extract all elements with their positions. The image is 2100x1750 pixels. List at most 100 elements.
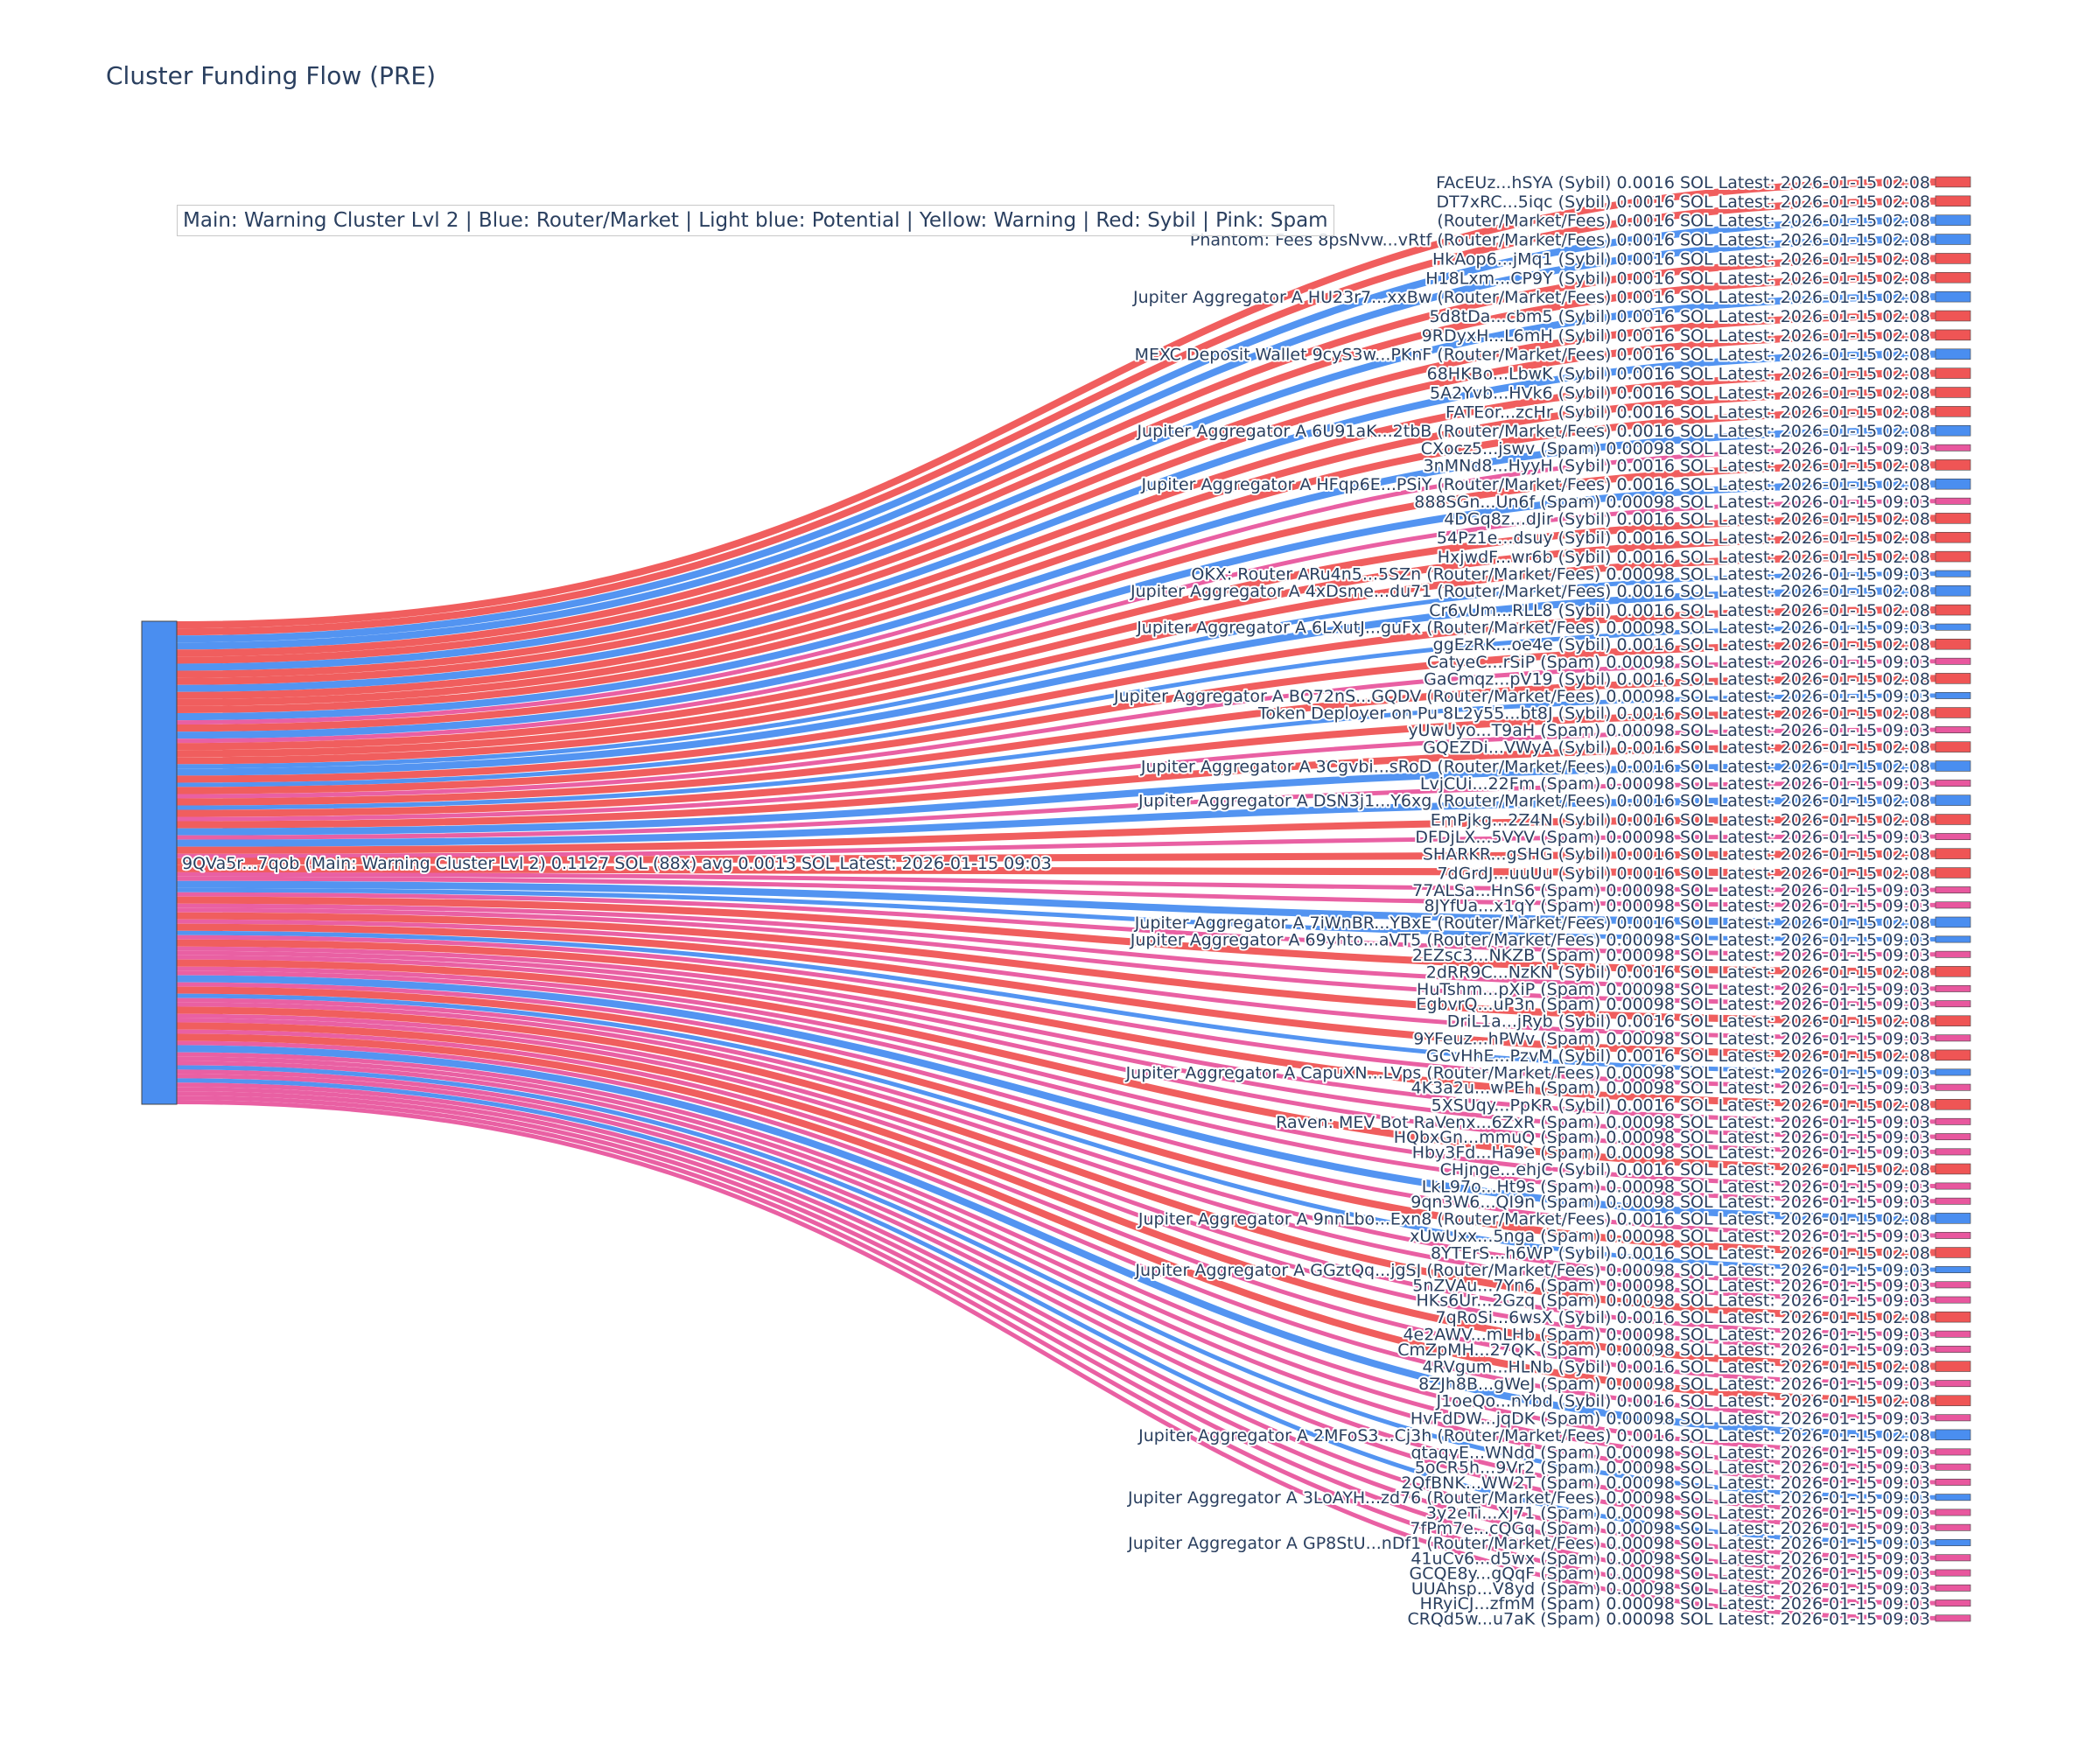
target-node[interactable] bbox=[1935, 1569, 1971, 1577]
target-node[interactable] bbox=[1935, 623, 1971, 631]
target-node[interactable] bbox=[1935, 406, 1971, 417]
target-node[interactable] bbox=[1935, 176, 1971, 188]
target-node-label: HkAop6...jMq1 (Sybil) 0.0016 SOL Latest:… bbox=[1432, 249, 1930, 269]
target-node[interactable] bbox=[1935, 570, 1971, 578]
target-node[interactable] bbox=[1935, 741, 1971, 752]
target-node[interactable] bbox=[1935, 1296, 1971, 1304]
target-node-label: DT7xRC...5iqc (Sybil) 0.0016 SOL Latest:… bbox=[1437, 192, 1930, 212]
target-node[interactable] bbox=[1935, 1266, 1971, 1273]
target-node[interactable] bbox=[1935, 984, 1971, 992]
target-node[interactable] bbox=[1935, 329, 1971, 341]
target-node[interactable] bbox=[1935, 424, 1971, 437]
target-node[interactable] bbox=[1935, 478, 1971, 490]
target-node[interactable] bbox=[1935, 726, 1971, 734]
sankey-link bbox=[176, 887, 1936, 942]
target-node[interactable] bbox=[1935, 1554, 1971, 1562]
target-node[interactable] bbox=[1935, 1414, 1971, 1422]
source-node[interactable] bbox=[141, 620, 178, 1105]
target-node[interactable] bbox=[1935, 1330, 1971, 1338]
target-node[interactable] bbox=[1935, 1463, 1971, 1471]
target-node[interactable] bbox=[1935, 1231, 1971, 1239]
target-node[interactable] bbox=[1935, 531, 1971, 543]
target-node[interactable] bbox=[1935, 867, 1971, 878]
target-node[interactable] bbox=[1935, 195, 1971, 207]
target-node[interactable] bbox=[1935, 1197, 1971, 1205]
target-node[interactable] bbox=[1935, 214, 1971, 226]
target-node[interactable] bbox=[1935, 234, 1971, 245]
target-node[interactable] bbox=[1935, 1182, 1971, 1190]
sankey-link bbox=[176, 743, 1936, 829]
target-node[interactable] bbox=[1935, 1163, 1971, 1175]
target-node[interactable] bbox=[1935, 348, 1971, 360]
target-node[interactable] bbox=[1935, 497, 1971, 505]
target-node[interactable] bbox=[1935, 1083, 1971, 1091]
target-node[interactable] bbox=[1935, 966, 1971, 977]
target-node[interactable] bbox=[1935, 1117, 1971, 1125]
target-node-label: yUwUyo...T9aH (Spam) 0.00098 SOL Latest:… bbox=[1408, 721, 1930, 740]
sankey-link bbox=[176, 982, 1936, 1238]
target-node[interactable] bbox=[1935, 1429, 1971, 1441]
target-node[interactable] bbox=[1935, 1508, 1971, 1516]
target-node-label: HRyiCJ...zfmM (Spam) 0.00098 SOL Latest:… bbox=[1420, 1594, 1930, 1614]
target-node[interactable] bbox=[1935, 1213, 1971, 1224]
target-node[interactable] bbox=[1935, 1034, 1971, 1042]
target-node[interactable] bbox=[1935, 1000, 1971, 1008]
target-node[interactable] bbox=[1935, 550, 1971, 563]
target-node[interactable] bbox=[1935, 387, 1971, 398]
target-node[interactable] bbox=[1935, 1539, 1971, 1546]
target-node[interactable] bbox=[1935, 1133, 1971, 1141]
target-node[interactable] bbox=[1935, 1614, 1971, 1622]
target-node[interactable] bbox=[1935, 290, 1971, 303]
target-node[interactable] bbox=[1935, 814, 1971, 825]
sankey-link bbox=[176, 850, 1936, 865]
sankey-link bbox=[176, 571, 1936, 769]
target-node[interactable] bbox=[1935, 272, 1971, 284]
target-node-label: Jupiter Aggregator A 2MFoS3...Cj3h (Rout… bbox=[1138, 1426, 1930, 1446]
target-node[interactable] bbox=[1935, 691, 1971, 699]
target-node[interactable] bbox=[1935, 1346, 1971, 1353]
target-node[interactable] bbox=[1935, 1448, 1971, 1456]
sankey-link bbox=[176, 966, 1936, 1188]
target-node[interactable] bbox=[1935, 1281, 1971, 1289]
target-node[interactable] bbox=[1935, 1247, 1971, 1258]
target-node[interactable] bbox=[1935, 1494, 1971, 1502]
target-node[interactable] bbox=[1935, 1049, 1971, 1061]
target-node[interactable] bbox=[1935, 1600, 1971, 1607]
target-node[interactable] bbox=[1935, 950, 1971, 958]
target-node[interactable] bbox=[1935, 513, 1971, 524]
target-node[interactable] bbox=[1935, 1361, 1971, 1372]
target-node[interactable] bbox=[1935, 1395, 1971, 1406]
target-node[interactable] bbox=[1935, 833, 1971, 841]
target-node[interactable] bbox=[1935, 916, 1971, 928]
target-node[interactable] bbox=[1935, 657, 1971, 665]
target-node[interactable] bbox=[1935, 1479, 1971, 1486]
target-node-label: 5nZVAu...7Yn6 (Spam) 0.00098 SOL Latest:… bbox=[1412, 1276, 1930, 1295]
target-node[interactable] bbox=[1935, 1380, 1971, 1388]
target-node[interactable] bbox=[1935, 444, 1971, 452]
target-node[interactable] bbox=[1935, 794, 1971, 806]
target-node[interactable] bbox=[1935, 1015, 1971, 1026]
target-node[interactable] bbox=[1935, 935, 1971, 943]
target-node[interactable] bbox=[1935, 848, 1971, 859]
target-node[interactable] bbox=[1935, 604, 1971, 616]
target-node[interactable] bbox=[1935, 638, 1971, 650]
target-node[interactable] bbox=[1935, 253, 1971, 264]
target-node[interactable] bbox=[1935, 780, 1971, 788]
sankey-link bbox=[176, 625, 1936, 788]
target-node[interactable] bbox=[1935, 886, 1971, 894]
target-node[interactable] bbox=[1935, 310, 1971, 322]
target-node[interactable] bbox=[1935, 707, 1971, 718]
target-node[interactable] bbox=[1935, 1584, 1971, 1592]
target-node[interactable] bbox=[1935, 673, 1971, 684]
target-node[interactable] bbox=[1935, 1099, 1971, 1110]
target-node[interactable] bbox=[1935, 1068, 1971, 1076]
target-node[interactable] bbox=[1935, 584, 1971, 597]
target-node[interactable] bbox=[1935, 901, 1971, 909]
target-node[interactable] bbox=[1935, 1311, 1971, 1323]
target-node[interactable] bbox=[1935, 760, 1971, 772]
sankey-link bbox=[176, 780, 1936, 840]
target-node[interactable] bbox=[1935, 1148, 1971, 1156]
target-node[interactable] bbox=[1935, 368, 1971, 379]
target-node[interactable] bbox=[1935, 1523, 1971, 1531]
target-node[interactable] bbox=[1935, 459, 1971, 471]
